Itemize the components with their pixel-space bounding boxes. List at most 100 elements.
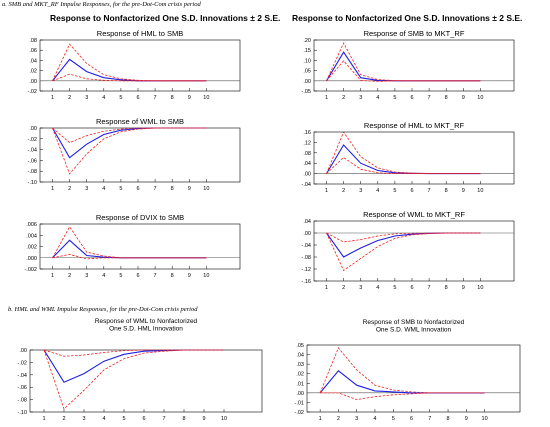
upper-band-line bbox=[319, 347, 485, 394]
x-tick-label: 6 bbox=[410, 188, 413, 194]
y-tick-label: .20 bbox=[303, 38, 311, 44]
x-tick-label: 8 bbox=[171, 273, 174, 279]
y-tick-label: .03 bbox=[296, 362, 304, 368]
upper-band-line bbox=[326, 232, 481, 243]
x-tick-label: 2 bbox=[337, 416, 340, 422]
x-tick-label: 3 bbox=[359, 285, 362, 291]
x-tick-label: 1 bbox=[325, 188, 328, 194]
chart-title: Response of WML to MKT_RF bbox=[363, 210, 465, 219]
upper-band-line bbox=[326, 131, 481, 175]
y-tick-label: -.08 bbox=[302, 255, 311, 261]
y-tick-label: -.10 bbox=[28, 180, 37, 186]
y-tick-label: -.10 bbox=[18, 410, 27, 416]
x-tick-label: 2 bbox=[342, 188, 345, 194]
y-tick-label: .004 bbox=[26, 233, 37, 239]
y-tick-label: .04 bbox=[29, 58, 37, 64]
x-tick-label: 7 bbox=[428, 95, 431, 101]
y-tick-label: .04 bbox=[303, 219, 311, 225]
x-tick-label: 5 bbox=[393, 285, 396, 291]
x-tick-label: 9 bbox=[462, 95, 465, 101]
x-tick-label: 9 bbox=[188, 186, 191, 192]
left-column-header: Response to Nonfactorized One S.D. Innov… bbox=[50, 13, 281, 23]
chart-title-line: Response of DVIX to SMB bbox=[96, 213, 184, 222]
lower-band-line bbox=[52, 73, 207, 82]
x-tick-label: 4 bbox=[376, 285, 379, 291]
x-tick-label: 5 bbox=[119, 186, 122, 192]
y-tick-label: .10 bbox=[303, 58, 311, 64]
lower-band-line bbox=[326, 60, 481, 82]
y-tick-label: .12 bbox=[303, 140, 311, 146]
plot-frame bbox=[313, 131, 515, 185]
x-tick-label: 10 bbox=[203, 186, 209, 192]
chart-title-line: One S.D. HML Innovation bbox=[109, 326, 183, 333]
response-line bbox=[52, 127, 207, 159]
y-tick-label: -.16 bbox=[302, 279, 311, 285]
x-tick-label: 3 bbox=[85, 273, 88, 279]
x-tick-label: 1 bbox=[51, 273, 54, 279]
x-tick-label: 3 bbox=[359, 188, 362, 194]
chart-title: Response of WML to Nonfactorized One S.D.… bbox=[95, 318, 198, 333]
y-tick-label: .00 bbox=[29, 79, 37, 85]
y-tick-label: -.04 bbox=[302, 182, 311, 188]
y-tick-label: -.08 bbox=[18, 398, 27, 404]
y-tick-label: .08 bbox=[303, 151, 311, 157]
y-tick-label: .002 bbox=[26, 245, 37, 251]
x-tick-label: 5 bbox=[393, 95, 396, 101]
chart-panel-1: Response of HML to SMB -.02 .00 .02 .04 .06 .0… bbox=[28, 29, 241, 101]
y-tick-label: -.02 bbox=[295, 410, 304, 416]
y-tick-label: -.02 bbox=[28, 137, 37, 143]
x-tick-label: 3 bbox=[82, 416, 85, 422]
y-tick-label: .000 bbox=[26, 256, 37, 262]
chart-title: Response of SMB to MKT_RF bbox=[364, 29, 465, 38]
x-tick-label: 7 bbox=[154, 273, 157, 279]
y-tick-label: .02 bbox=[29, 69, 37, 75]
x-tick-label: 7 bbox=[154, 95, 157, 101]
x-tick-label: 2 bbox=[68, 186, 71, 192]
x-tick-label: 5 bbox=[119, 273, 122, 279]
y-tick-label: .04 bbox=[303, 161, 311, 167]
y-tick-label: .00 bbox=[303, 231, 311, 237]
x-tick-label: 6 bbox=[410, 416, 413, 422]
x-tick-label: 8 bbox=[445, 285, 448, 291]
x-tick-label: 8 bbox=[447, 416, 450, 422]
y-tick-label: .15 bbox=[303, 48, 311, 54]
chart-title-line: Response of HML to SMB bbox=[97, 29, 183, 38]
upper-band-line bbox=[52, 43, 207, 82]
y-tick-label: .006 bbox=[26, 222, 37, 228]
section-a-caption: a. SMB and MKT_RF Impulse Responses, for… bbox=[2, 1, 201, 8]
lower-band-line bbox=[326, 156, 481, 175]
upper-band-line bbox=[52, 226, 207, 259]
x-tick-label: 8 bbox=[171, 186, 174, 192]
x-tick-label: 1 bbox=[325, 95, 328, 101]
x-tick-label: 2 bbox=[62, 416, 65, 422]
x-tick-label: 4 bbox=[102, 95, 105, 101]
lower-band-line bbox=[52, 253, 207, 260]
chart-panel-6: Response of WML to MKT_RF -.16 -.12 -.08 -.0… bbox=[302, 210, 515, 291]
x-tick-label: 6 bbox=[136, 95, 139, 101]
y-tick-label: .04 bbox=[296, 353, 304, 359]
x-tick-label: 4 bbox=[373, 416, 376, 422]
x-tick-label: 3 bbox=[85, 95, 88, 101]
x-tick-label: 2 bbox=[342, 285, 345, 291]
upper-band-line bbox=[52, 127, 207, 144]
plot-frame bbox=[306, 344, 521, 413]
y-tick-label: .02 bbox=[296, 372, 304, 378]
x-tick-label: 7 bbox=[154, 186, 157, 192]
section-b-caption: b. HML and WML Impulse Responses, for th… bbox=[8, 306, 198, 313]
y-tick-label: -.06 bbox=[28, 158, 37, 164]
chart-panel-2: Response of SMB to MKT_RF -.05 .00 .05 .10 .1… bbox=[302, 29, 515, 101]
y-tick-label: -.05 bbox=[302, 89, 311, 95]
x-tick-label: 9 bbox=[462, 285, 465, 291]
y-tick-label: .00 bbox=[29, 126, 37, 132]
response-line bbox=[52, 58, 207, 82]
chart-title-line: One S.D. WML Innovation bbox=[376, 327, 452, 334]
lower-band-line bbox=[52, 127, 207, 175]
x-tick-label: 2 bbox=[68, 95, 71, 101]
x-tick-label: 6 bbox=[136, 186, 139, 192]
x-tick-label: 4 bbox=[376, 95, 379, 101]
response-line bbox=[326, 144, 481, 175]
plot-frame bbox=[313, 39, 515, 92]
y-tick-label: .01 bbox=[296, 381, 304, 387]
x-tick-label: 10 bbox=[203, 95, 209, 101]
